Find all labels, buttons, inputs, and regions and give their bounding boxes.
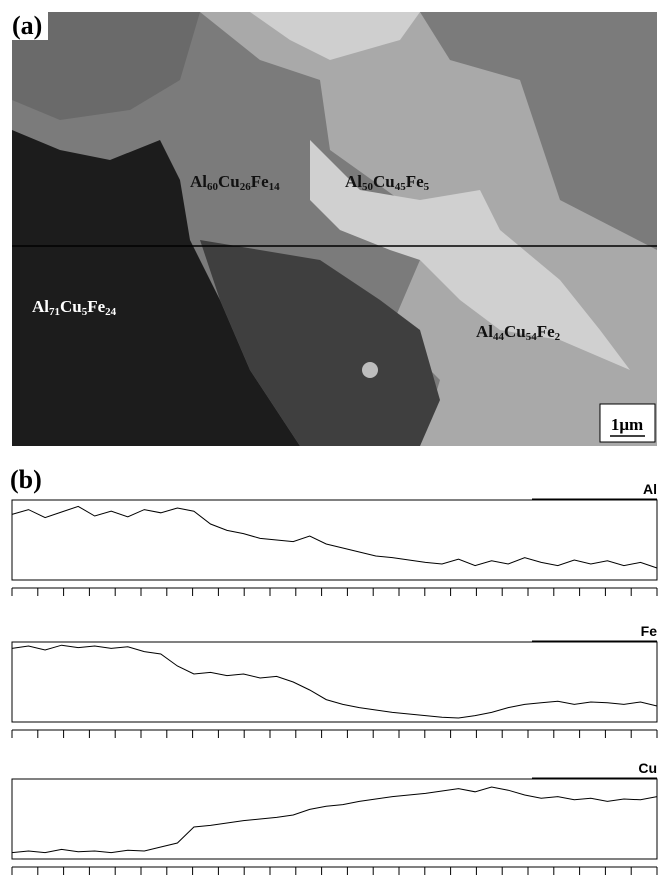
element-label: Al bbox=[643, 481, 657, 497]
phase-label: Al71Cu5Fe24 bbox=[32, 297, 117, 318]
element-label: Cu bbox=[638, 760, 657, 776]
sem-image: 1μm (a) Al60Cu26Fe14 Al50Cu45Fe5 Al71Cu5… bbox=[12, 11, 657, 446]
phase-label: Al50Cu45Fe5 bbox=[345, 172, 430, 193]
element-label: Fe bbox=[641, 623, 658, 639]
profile-line bbox=[12, 645, 657, 718]
plot-frame bbox=[12, 779, 657, 859]
scale-bar: 1μm bbox=[611, 415, 643, 434]
profile-line bbox=[12, 787, 657, 853]
plot-frame bbox=[12, 642, 657, 722]
panel-label: (a) bbox=[12, 11, 42, 40]
phase-label: Al60Cu26Fe14 bbox=[190, 172, 280, 193]
figure: 1μm (a) Al60Cu26Fe14 Al50Cu45Fe5 Al71Cu5… bbox=[0, 0, 659, 891]
phase-label: Al44Cu54Fe2 bbox=[476, 322, 561, 343]
profile-line bbox=[12, 506, 657, 568]
panel-label: (b) bbox=[10, 465, 42, 494]
line-profiles: Al Fe Cu bbox=[12, 481, 657, 875]
